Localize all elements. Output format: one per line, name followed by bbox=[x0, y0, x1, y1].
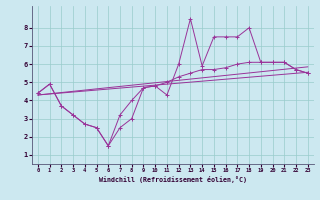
X-axis label: Windchill (Refroidissement éolien,°C): Windchill (Refroidissement éolien,°C) bbox=[99, 176, 247, 183]
